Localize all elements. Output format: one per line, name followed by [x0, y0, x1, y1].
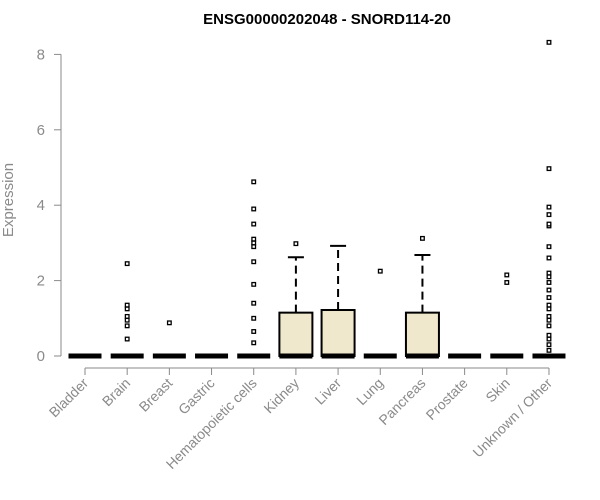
outlier-point [546, 204, 552, 210]
box-skin [490, 272, 524, 359]
y-tick-label: 4 [37, 197, 45, 214]
outlier-point [546, 336, 552, 342]
outlier-point [546, 306, 552, 312]
box-lung [363, 268, 397, 359]
outlier-point [251, 300, 257, 306]
x-tick-label: Liver [311, 375, 344, 408]
box-breast [152, 320, 186, 359]
boxes-layer [68, 39, 566, 359]
outlier-point [546, 221, 552, 227]
x-tick-label: Kidney [260, 375, 302, 417]
outlier-point [504, 272, 510, 278]
box-rect [278, 311, 314, 357]
outlier-point [251, 206, 257, 212]
outlier-point [546, 332, 552, 338]
y-axis: 0 2 4 6 8 [37, 46, 62, 365]
outlier-point [251, 221, 257, 227]
outlier-point [124, 302, 130, 308]
x-tick-label: Prostate [423, 375, 471, 423]
x-tick-label: Breast [136, 375, 176, 415]
outlier-point [546, 280, 552, 285]
outlier-point [504, 280, 510, 285]
outlier-point [251, 281, 257, 287]
box-brain [110, 261, 144, 359]
x-tick-label: Skin [482, 375, 513, 406]
box-unknown-other [532, 39, 566, 359]
outlier-point [546, 166, 552, 172]
outlier-point [251, 236, 257, 242]
y-tick-label: 6 [37, 122, 45, 139]
outlier-point [546, 295, 552, 301]
box-rect [404, 311, 440, 357]
outlier-point [546, 347, 552, 353]
x-tick-label: Pancreas [375, 375, 428, 428]
outlier-point [251, 259, 257, 265]
outlier-point [546, 39, 552, 45]
outlier-point [546, 302, 552, 308]
outlier-point [546, 313, 552, 319]
outlier-point [377, 268, 383, 274]
box-rect [320, 309, 356, 358]
outlier-point [251, 179, 257, 185]
y-tick-label: 8 [37, 46, 45, 63]
y-axis-label: Expression [0, 163, 17, 237]
outlier-point [251, 329, 257, 334]
x-tick-label: Bladder [46, 375, 92, 421]
box-pancreas [404, 235, 440, 359]
outlier-point [546, 342, 552, 348]
x-tick-label: Brain [99, 375, 133, 409]
outlier-point [124, 336, 130, 342]
outlier-point [124, 306, 130, 312]
box-hematopoietic-cells [237, 179, 271, 359]
outlier-point [124, 313, 130, 319]
outlier-point [546, 270, 552, 276]
outlier-point [251, 244, 257, 250]
outlier-point [546, 255, 552, 261]
outlier-point [293, 241, 299, 247]
y-tick-label: 0 [37, 348, 45, 365]
box-liver [320, 244, 356, 359]
x-tick-label: Lung [353, 375, 386, 408]
chart-title: ENSG00000202048 - SNORD114-20 [203, 11, 451, 28]
outlier-point [546, 317, 552, 323]
y-tick-label: 2 [37, 273, 45, 290]
outlier-point [124, 323, 130, 329]
outlier-point [251, 240, 257, 246]
x-tick-label: Unknown / Other [469, 375, 555, 461]
outlier-point [166, 320, 172, 326]
outlier-point [546, 244, 552, 250]
outlier-point [251, 315, 257, 321]
outlier-point [546, 212, 552, 218]
outlier-point [251, 340, 257, 346]
outlier-point [419, 235, 425, 241]
outlier-point [124, 261, 130, 267]
outlier-point [546, 274, 552, 280]
outlier-point [124, 317, 130, 323]
outlier-point [546, 287, 552, 293]
box-kidney [278, 241, 314, 359]
outlier-point [546, 323, 552, 329]
